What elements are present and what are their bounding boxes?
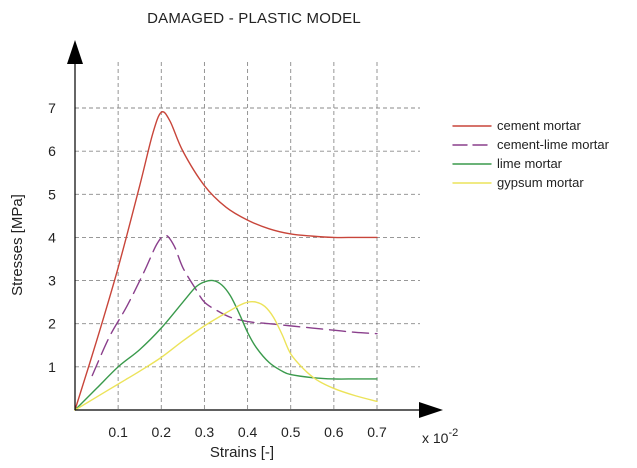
x-multiplier-base: x 10 xyxy=(422,430,449,446)
x-tick-label: 0.4 xyxy=(238,424,258,440)
series-line-cement-lime-mortar xyxy=(91,234,378,377)
y-axis-label: Stresses [MPa] xyxy=(9,194,26,296)
y-tick-label: 1 xyxy=(48,359,56,375)
y-tick-label: 7 xyxy=(48,100,56,116)
x-tick-label: 0.5 xyxy=(281,424,301,440)
y-tick-label: 4 xyxy=(48,229,56,245)
y-tick-label: 5 xyxy=(48,186,56,202)
y-tick-label: 6 xyxy=(48,143,56,159)
x-tick-label: 0.7 xyxy=(367,424,387,440)
grid xyxy=(75,62,420,410)
legend-label-gypsum-mortar: gypsum mortar xyxy=(497,175,584,190)
x-axis-arrow xyxy=(419,402,443,418)
series-line-lime-mortar xyxy=(74,279,378,411)
legend: cement mortar cement-lime mortar lime mort… xyxy=(452,118,610,190)
x-axis-label: Strains [-] xyxy=(210,444,274,461)
x-tick-label: 0.6 xyxy=(324,424,344,440)
y-axis-arrow xyxy=(67,40,83,64)
x-multiplier: x 10-2 xyxy=(422,427,458,446)
x-tick-label: 0.2 xyxy=(152,424,172,440)
legend-label-cement-lime-mortar: cement-lime mortar xyxy=(497,137,610,152)
series-line-gypsum-mortar xyxy=(74,300,378,411)
legend-label-lime-mortar: lime mortar xyxy=(497,156,563,171)
chart-title: DAMAGED - PLASTIC MODEL xyxy=(147,10,361,27)
y-tick-label: 2 xyxy=(48,316,56,332)
series-layer xyxy=(74,111,378,411)
x-tick-label: 0.1 xyxy=(108,424,128,440)
x-multiplier-exponent: -2 xyxy=(448,427,458,439)
y-tick-label: 3 xyxy=(48,273,56,289)
x-tick-label: 0.3 xyxy=(195,424,215,440)
x-tick-labels: 0.1 0.2 0.3 0.4 0.5 0.6 0.7 xyxy=(108,424,387,440)
legend-label-cement-mortar: cement mortar xyxy=(497,118,581,133)
y-tick-labels: 1 2 3 4 5 6 7 xyxy=(48,100,56,375)
series-line-cement-mortar xyxy=(74,111,378,411)
